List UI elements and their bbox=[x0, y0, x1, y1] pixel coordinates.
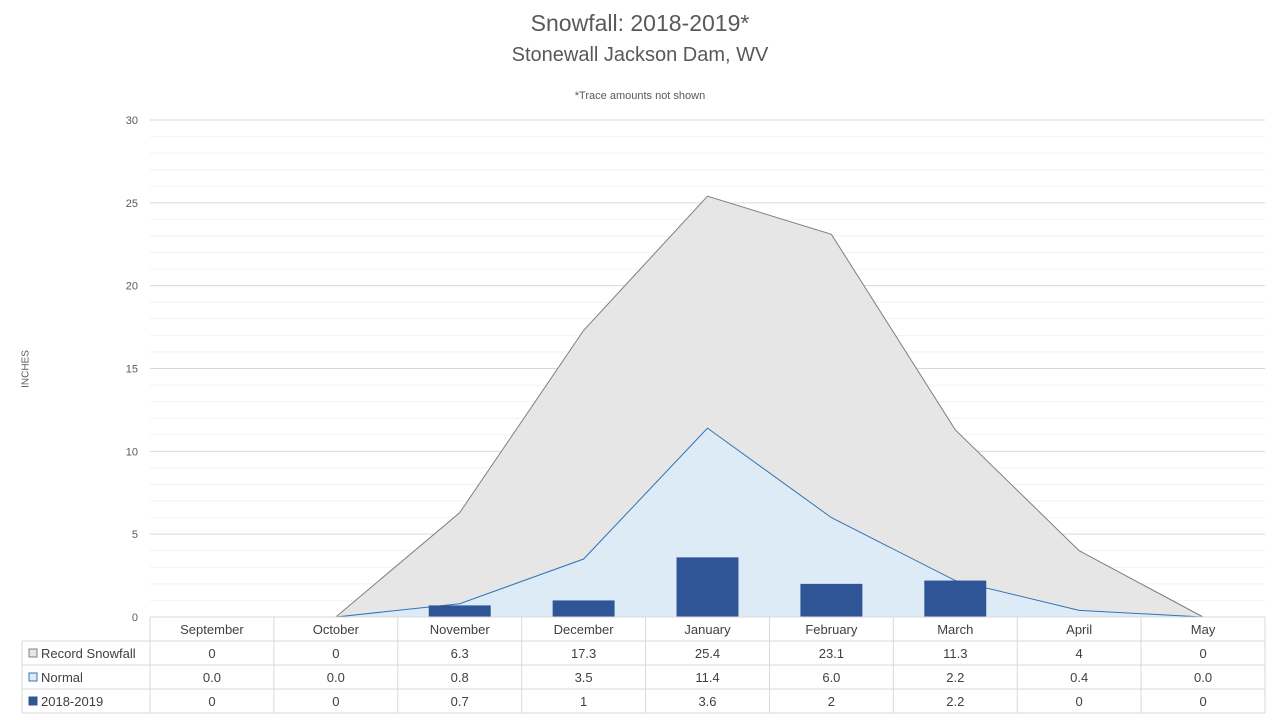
data-label: 0.7 bbox=[451, 694, 469, 709]
data-label: 25.4 bbox=[695, 646, 720, 661]
data-label: 23.1 bbox=[819, 646, 844, 661]
x-category-label: September bbox=[180, 622, 244, 637]
data-label: 2.2 bbox=[946, 694, 964, 709]
data-label: 0 bbox=[1076, 694, 1083, 709]
x-category-label: December bbox=[554, 622, 615, 637]
legend-key bbox=[28, 696, 38, 706]
data-label: 0.4 bbox=[1070, 670, 1088, 685]
data-label: 0 bbox=[1199, 694, 1206, 709]
chart-title: Snowfall: 2018-2019* bbox=[530, 10, 750, 36]
area-0 bbox=[211, 196, 1204, 617]
y-tick-label: 15 bbox=[126, 364, 138, 376]
bar-december bbox=[552, 600, 615, 617]
y-tick-label: 5 bbox=[132, 529, 138, 541]
legend-label: 2018-2019 bbox=[41, 694, 103, 709]
data-label: 0 bbox=[1199, 646, 1206, 661]
data-label: 0 bbox=[332, 694, 339, 709]
legend-label: Record Snowfall bbox=[41, 646, 136, 661]
y-tick-label: 25 bbox=[126, 198, 138, 210]
data-label: 2 bbox=[828, 694, 835, 709]
x-category-label: February bbox=[805, 622, 858, 637]
data-label: 2.2 bbox=[946, 670, 964, 685]
x-category-label: January bbox=[684, 622, 731, 637]
x-category-label: May bbox=[1191, 622, 1216, 637]
x-category-label: November bbox=[430, 622, 491, 637]
data-label: 6.0 bbox=[822, 670, 840, 685]
x-category-label: October bbox=[313, 622, 360, 637]
legend-label: Normal bbox=[41, 670, 83, 685]
y-tick-label: 10 bbox=[126, 446, 138, 458]
data-label: 4 bbox=[1076, 646, 1083, 661]
data-label: 11.4 bbox=[695, 670, 719, 685]
chart-subtitle: Stonewall Jackson Dam, WV bbox=[511, 44, 769, 66]
data-label: 0 bbox=[208, 694, 215, 709]
x-category-label: March bbox=[937, 622, 973, 637]
data-label: 0.0 bbox=[203, 670, 221, 685]
data-label: 3.5 bbox=[575, 670, 593, 685]
bar-february bbox=[800, 583, 863, 617]
y-tick-label: 30 bbox=[126, 115, 138, 127]
area-1 bbox=[211, 428, 1204, 617]
data-label: 3.6 bbox=[698, 694, 716, 709]
data-label: 0.0 bbox=[1194, 670, 1212, 685]
y-tick-label: 0 bbox=[132, 612, 138, 624]
data-label: 0 bbox=[332, 646, 339, 661]
y-tick-label: 20 bbox=[126, 281, 138, 293]
bar-january bbox=[676, 557, 739, 617]
legend-key bbox=[28, 672, 38, 682]
area-line-0 bbox=[211, 195, 1204, 618]
data-label: 11.3 bbox=[943, 646, 967, 661]
data-label: 17.3 bbox=[571, 646, 596, 661]
data-label: 0 bbox=[208, 646, 215, 661]
area-line-1 bbox=[211, 427, 1204, 618]
data-label: 0.8 bbox=[451, 670, 469, 685]
x-category-label: April bbox=[1066, 622, 1092, 637]
chart-note: *Trace amounts not shown bbox=[574, 90, 706, 102]
data-label: 6.3 bbox=[451, 646, 469, 661]
bar-march bbox=[924, 580, 987, 617]
data-label: 1 bbox=[580, 694, 587, 709]
legend-key bbox=[28, 648, 38, 658]
bar-november bbox=[428, 605, 491, 617]
data-label: 0.0 bbox=[327, 670, 345, 685]
